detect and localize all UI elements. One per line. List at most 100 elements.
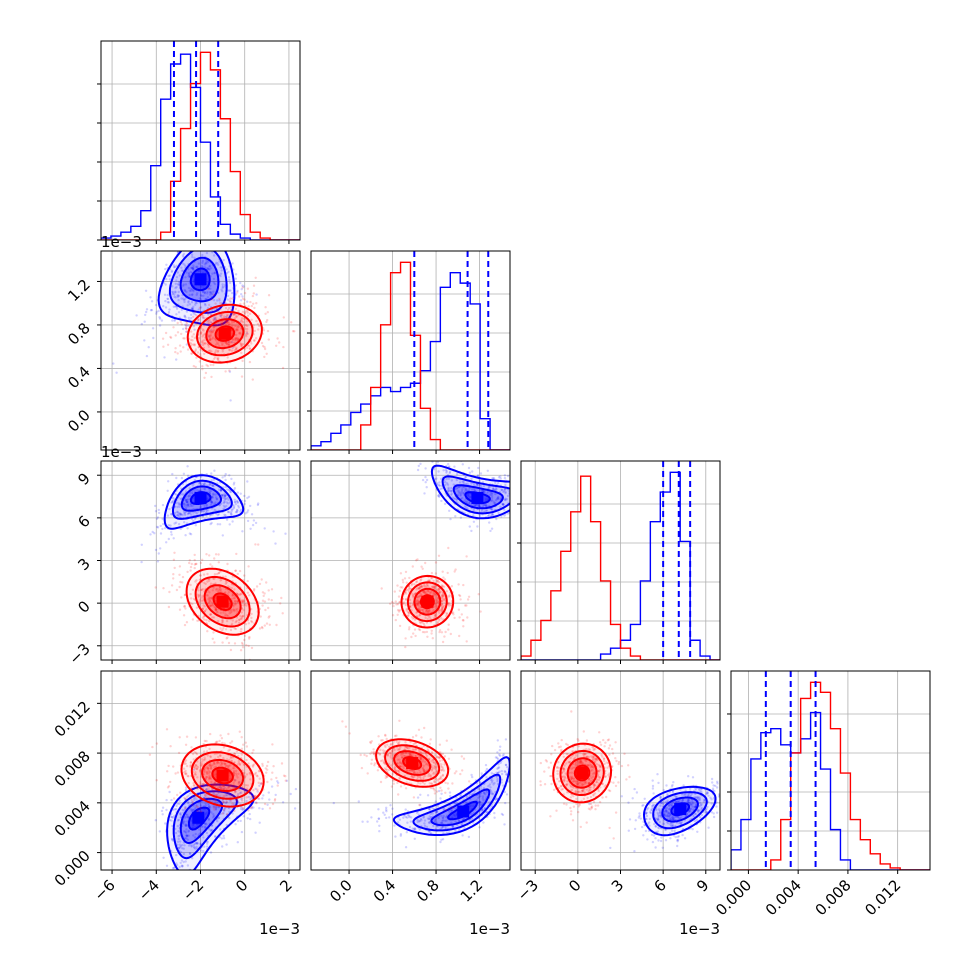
scatter-point (168, 791, 170, 793)
scatter-point (135, 314, 137, 316)
scatter-point (195, 314, 197, 316)
scatter-point (261, 342, 263, 344)
scatter-point (187, 475, 189, 477)
scatter-point (515, 476, 517, 478)
scatter-point (201, 368, 203, 370)
scatter-point (449, 518, 451, 520)
scatter-point (488, 521, 490, 523)
scatter-point (503, 823, 505, 825)
scatter-point (258, 798, 260, 800)
scatter-point (173, 559, 175, 561)
x-tick-label: 0 (232, 876, 251, 895)
scatter-point (280, 597, 282, 599)
panel-2-1 (311, 442, 576, 664)
scatter-point (253, 588, 255, 590)
scatter-point (219, 234, 221, 236)
scatter-point (192, 618, 194, 620)
density-peak-blue (457, 806, 469, 818)
scatter-point (426, 479, 428, 481)
scatter-point (207, 243, 209, 245)
scatter-point (294, 807, 296, 809)
scatter-point (204, 244, 206, 246)
scatter-point (496, 751, 498, 753)
scatter-point (240, 299, 242, 301)
scatter-point (261, 604, 263, 606)
scatter-point (156, 311, 158, 313)
scatter-point (239, 282, 241, 284)
scatter-point (233, 810, 235, 812)
scatter-point (231, 262, 233, 264)
scatter-point (464, 604, 466, 606)
scatter-point (435, 800, 437, 802)
scatter-point (162, 857, 164, 859)
scatter-point (180, 350, 182, 352)
scatter-point (431, 572, 433, 574)
scatter-point (523, 483, 525, 485)
scatter-point (463, 758, 465, 760)
scatter-point (333, 802, 335, 804)
scatter-point (265, 581, 267, 583)
scatter-point (224, 475, 226, 477)
scatter-point (234, 823, 236, 825)
scatter-point (241, 831, 243, 833)
scatter-point (391, 808, 393, 810)
scatter-point (433, 454, 435, 456)
scatter-point (405, 571, 407, 573)
scatter-point (168, 538, 170, 540)
scatter-point (189, 876, 191, 878)
scatter-point (224, 232, 226, 234)
scatter-point (241, 360, 243, 362)
scatter-point (230, 649, 232, 651)
scatter-point (235, 553, 237, 555)
scatter-point (535, 476, 537, 478)
scatter-point (194, 554, 196, 556)
y-tick-label: 3 (74, 555, 93, 574)
scatter-point (461, 613, 463, 615)
scatter-point (264, 624, 266, 626)
scatter-point (462, 463, 464, 465)
panel-1-0: 0.00.40.81.21e−3 (64, 217, 300, 454)
scatter-point (449, 791, 451, 793)
scatter-point (426, 631, 428, 633)
scatter-point (167, 765, 169, 767)
scatter-point (262, 345, 264, 347)
scatter-point (198, 914, 200, 916)
scatter-point (162, 338, 164, 340)
scatter-point (268, 294, 270, 296)
scatter-point (167, 313, 169, 315)
scatter-point (410, 636, 412, 638)
scatter-point (438, 452, 440, 454)
scatter-point (420, 566, 422, 568)
scatter-point (384, 814, 386, 816)
scatter-point (174, 567, 176, 569)
scatter-point (172, 326, 174, 328)
scatter-point (168, 606, 170, 608)
scatter-point (249, 528, 251, 530)
scatter-point (210, 522, 212, 524)
scatter-point (388, 816, 390, 818)
scatter-point (210, 472, 212, 474)
y-tick-label: 0.4 (64, 363, 94, 393)
scatter-point (499, 749, 501, 751)
scatter-point (263, 356, 265, 358)
scatter-point (247, 509, 249, 511)
scatter-point (447, 572, 449, 574)
panel-content (101, 41, 300, 240)
scatter-point (172, 573, 174, 575)
scatter-point (458, 616, 460, 618)
scatter-point (241, 286, 243, 288)
scatter-point (233, 482, 235, 484)
scatter-point (458, 594, 460, 596)
scatter-point (530, 492, 532, 494)
scatter-point (157, 560, 159, 562)
scatter-point (274, 799, 276, 801)
scatter-point (242, 744, 244, 746)
scatter-point (243, 639, 245, 641)
panel-content (85, 217, 300, 450)
scatter-point (452, 613, 454, 615)
scatter-point (440, 839, 442, 841)
scatter-point (159, 547, 161, 549)
y-tick-label: 0 (74, 597, 93, 616)
scatter-point (462, 619, 464, 621)
y-tick-label: 9 (74, 469, 93, 488)
